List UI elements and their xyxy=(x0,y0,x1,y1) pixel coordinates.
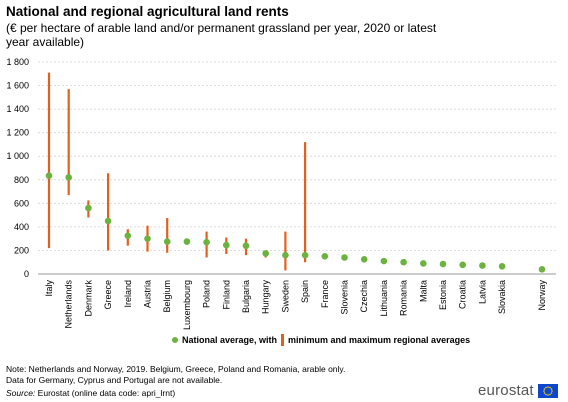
brand-name: eurostat xyxy=(478,382,534,399)
national-point xyxy=(380,257,388,265)
national-point xyxy=(538,265,546,273)
national-point xyxy=(420,260,427,267)
x-tick-label: Sweden xyxy=(280,280,290,313)
national-point xyxy=(183,238,191,245)
x-tick-label: Poland xyxy=(202,280,212,308)
x-tick-label: Spain xyxy=(300,280,310,303)
national-point xyxy=(400,258,407,266)
gridlines xyxy=(38,61,556,275)
x-tick-label: Bulgaria xyxy=(241,280,251,313)
national-point xyxy=(301,251,309,259)
national-points xyxy=(45,172,546,273)
y-tick-label: 1 000 xyxy=(6,151,29,161)
national-point xyxy=(223,241,230,249)
x-tick-label: Slovenia xyxy=(340,280,350,315)
national-point xyxy=(203,238,210,246)
national-point xyxy=(498,263,506,270)
y-tick-label: 400 xyxy=(14,222,29,232)
legend-range-marker xyxy=(281,334,285,346)
national-point xyxy=(45,172,53,179)
x-tick-label: Netherlands xyxy=(64,280,74,329)
y-tick-label: 200 xyxy=(14,245,29,255)
national-point xyxy=(104,217,112,225)
national-point xyxy=(262,250,270,257)
y-tick-label: 1 400 xyxy=(6,104,29,114)
x-tick-label: Croatia xyxy=(458,280,468,309)
brand: eurostat xyxy=(478,382,558,399)
x-tick-label: Ireland xyxy=(123,280,133,308)
legend-range-label: minimum and maximum regional averages xyxy=(288,335,471,345)
chart-subtitle: (€ per hectare of arable land and/or per… xyxy=(6,21,437,49)
chart-title: National and regional agricultural land … xyxy=(6,4,289,19)
x-axis-ticks: Italy Netherlands Denmark Greece Ireland Aust… xyxy=(44,280,547,331)
national-point xyxy=(479,262,486,269)
x-tick-label: Estonia xyxy=(438,280,448,310)
x-tick-label: Austria xyxy=(143,280,153,308)
y-tick-label: 600 xyxy=(14,198,29,208)
x-tick-label: Greece xyxy=(103,280,113,310)
national-point xyxy=(242,242,250,250)
x-tick-label: Belgium xyxy=(162,280,172,313)
legend: National average, with minimum and maxim… xyxy=(172,334,470,346)
national-point xyxy=(341,254,348,261)
y-tick-label: 800 xyxy=(14,175,29,185)
x-tick-label: Lithuania xyxy=(379,280,389,317)
note-line-2: Data for Germany, Cyprus and Portugal ar… xyxy=(6,375,223,385)
national-point xyxy=(163,238,171,245)
national-point xyxy=(360,255,368,263)
x-tick-label: Luxembourg xyxy=(182,280,192,330)
x-tick-label: Hungary xyxy=(261,280,271,315)
note-line-1: Note: Netherlands and Norway, 2019. Belg… xyxy=(6,364,346,374)
chart-area: 0 200 400 600 800 1 000 1 200 1 400 1 600 1 800 I… xyxy=(6,57,556,331)
x-tick-label: Malta xyxy=(418,280,428,302)
y-tick-label: 1 200 xyxy=(6,128,29,138)
y-tick-label: 0 xyxy=(24,269,29,279)
national-point xyxy=(124,232,132,240)
national-point xyxy=(439,260,447,268)
chart-notes: Note: Netherlands and Norway, 2019. Belg… xyxy=(6,364,345,386)
x-tick-label: Czechia xyxy=(359,280,369,313)
source-label: Source: xyxy=(6,388,36,398)
national-point xyxy=(321,253,329,260)
x-tick-label: Denmark xyxy=(83,280,93,317)
legend-national-label: National average, with xyxy=(182,335,278,345)
x-tick-label: Finland xyxy=(221,280,231,310)
y-tick-label: 1 800 xyxy=(6,57,29,67)
y-axis-ticks: 0 200 400 600 800 1 000 1 200 1 400 1 600 1 800 xyxy=(6,57,29,279)
x-tick-label: Norway xyxy=(537,280,547,311)
national-point xyxy=(65,174,72,181)
eu-flag-icon xyxy=(537,383,558,398)
x-tick-label: Romania xyxy=(399,280,409,316)
national-point xyxy=(459,261,467,269)
chart-source: Source: Eurostat (online data code: apri… xyxy=(6,388,175,398)
x-tick-label: Italy xyxy=(44,280,54,297)
national-point xyxy=(85,204,92,212)
x-tick-label: France xyxy=(320,280,330,308)
legend-national-marker xyxy=(172,337,178,343)
source-text: Eurostat (online data code: apri_lrnt) xyxy=(37,388,176,398)
y-tick-label: 1 600 xyxy=(6,81,29,91)
x-tick-label: Latvia xyxy=(477,280,487,304)
national-point xyxy=(144,235,151,242)
x-tick-label: Slovakia xyxy=(497,280,507,314)
national-point xyxy=(282,251,289,259)
range-bars xyxy=(47,72,504,271)
